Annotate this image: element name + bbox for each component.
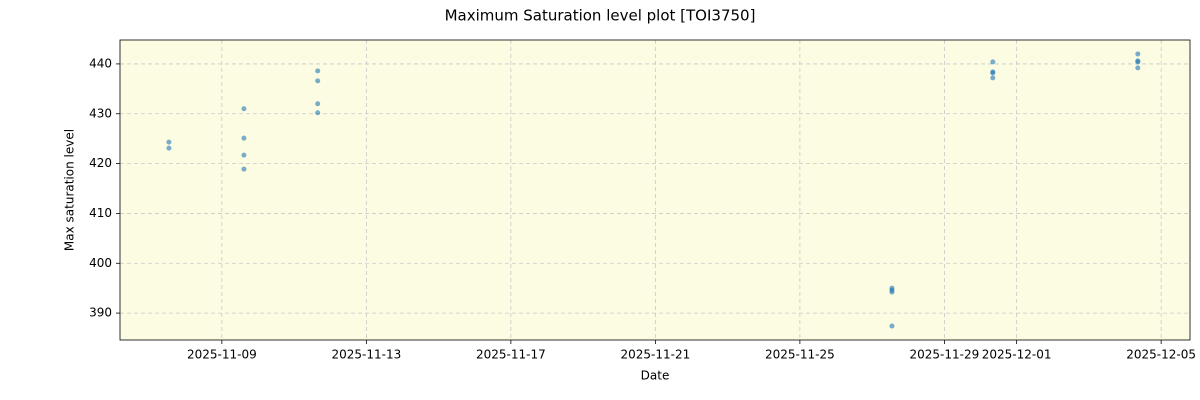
x-axis-label: Date — [641, 369, 670, 383]
data-point — [241, 135, 247, 141]
data-point — [990, 59, 996, 65]
data-point — [990, 75, 996, 81]
chart-title: Maximum Saturation level plot [TOI3750] — [445, 7, 756, 25]
x-tick-label: 2025-11-21 — [621, 348, 691, 362]
y-axis-label: Max saturation level — [63, 129, 77, 251]
data-point — [1135, 51, 1141, 57]
x-tick-label: 2025-11-17 — [476, 348, 546, 362]
data-point — [315, 110, 321, 116]
data-point — [889, 323, 895, 329]
data-point — [1135, 59, 1141, 65]
x-tick-label: 2025-12-05 — [1126, 348, 1196, 362]
plot-frame — [119, 39, 1191, 341]
y-tick-label: 440 — [89, 56, 112, 70]
data-point — [241, 106, 247, 112]
x-tick-label: 2025-11-25 — [765, 348, 835, 362]
data-point — [241, 166, 247, 172]
y-tick-label: 420 — [89, 156, 112, 170]
data-point — [241, 152, 247, 158]
data-point — [889, 289, 895, 295]
x-tick-label: 2025-11-29 — [910, 348, 980, 362]
y-tick-label: 430 — [89, 106, 112, 120]
data-point — [315, 101, 321, 107]
data-point — [315, 78, 321, 84]
y-tick-label: 400 — [89, 256, 112, 270]
data-point — [166, 139, 172, 145]
data-point — [166, 145, 172, 151]
data-point — [1135, 65, 1141, 71]
y-tick-label: 410 — [89, 206, 112, 220]
x-tick-label: 2025-11-09 — [187, 348, 257, 362]
x-tick-label: 2025-12-01 — [982, 348, 1052, 362]
data-point — [315, 68, 321, 74]
y-tick-label: 390 — [89, 306, 112, 320]
x-tick-label: 2025-11-13 — [331, 348, 401, 362]
data-point — [990, 70, 996, 76]
